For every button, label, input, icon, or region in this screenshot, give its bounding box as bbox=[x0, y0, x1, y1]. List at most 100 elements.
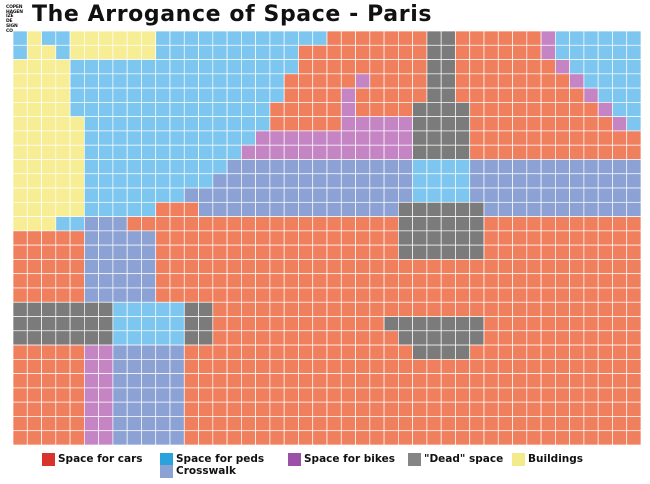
ped-space-cell bbox=[112, 159, 128, 175]
car-space-cell bbox=[626, 301, 641, 317]
car-space-cell bbox=[426, 401, 442, 417]
dead-space-cell bbox=[412, 244, 428, 260]
car-space-cell bbox=[255, 244, 271, 260]
bike-space-cell bbox=[241, 144, 256, 160]
car-space-cell bbox=[455, 59, 471, 75]
bike-space-cell bbox=[369, 144, 385, 160]
car-space-cell bbox=[383, 59, 399, 75]
building-cell bbox=[26, 59, 42, 75]
car-space-cell bbox=[612, 230, 628, 246]
car-space-cell bbox=[583, 373, 599, 389]
car-space-cell bbox=[512, 102, 528, 118]
car-space-cell bbox=[283, 330, 299, 346]
car-space-cell bbox=[13, 287, 28, 303]
car-space-cell bbox=[369, 259, 385, 275]
car-space-cell bbox=[555, 344, 570, 360]
car-space-cell bbox=[41, 373, 57, 389]
dead-space-cell bbox=[469, 316, 485, 332]
car-space-cell bbox=[569, 87, 585, 103]
car-space-cell bbox=[183, 416, 199, 432]
car-space-cell bbox=[526, 373, 542, 389]
car-space-cell bbox=[212, 230, 228, 246]
car-space-cell bbox=[326, 358, 342, 374]
car-space-cell bbox=[398, 44, 413, 60]
crosswalk-cell bbox=[169, 387, 185, 403]
car-space-cell bbox=[440, 301, 456, 317]
car-space-cell bbox=[169, 259, 185, 275]
crosswalk-cell bbox=[555, 159, 570, 175]
crosswalk-cell bbox=[512, 173, 528, 189]
dead-space-cell bbox=[412, 330, 428, 346]
crosswalk-cell bbox=[540, 159, 556, 175]
car-space-cell bbox=[369, 87, 385, 103]
building-cell bbox=[126, 44, 142, 60]
building-cell bbox=[13, 216, 28, 232]
ped-space-cell bbox=[626, 44, 641, 60]
car-space-cell bbox=[526, 330, 542, 346]
car-space-cell bbox=[13, 273, 28, 289]
car-space-cell bbox=[398, 102, 413, 118]
bike-space-cell bbox=[383, 116, 399, 132]
car-space-cell bbox=[626, 216, 641, 232]
crosswalk-cell bbox=[255, 173, 271, 189]
bike-space-cell bbox=[98, 344, 114, 360]
car-space-cell bbox=[597, 344, 613, 360]
car-space-cell bbox=[512, 230, 528, 246]
ped-space-cell bbox=[155, 159, 171, 175]
crosswalk-cell bbox=[112, 230, 128, 246]
car-space-cell bbox=[569, 430, 585, 445]
crosswalk-cell bbox=[626, 187, 641, 203]
copenhagenize-logo: COPEN HAGEN IZE DE SIGN CO bbox=[6, 5, 26, 34]
car-space-cell bbox=[69, 430, 85, 445]
building-cell bbox=[69, 187, 85, 203]
car-space-cell bbox=[483, 259, 499, 275]
crosswalk-cell bbox=[112, 373, 128, 389]
ped-space-cell bbox=[98, 201, 114, 217]
car-space-cell bbox=[283, 216, 299, 232]
car-space-cell bbox=[612, 344, 628, 360]
ped-space-cell bbox=[198, 87, 214, 103]
bike-space-cell bbox=[583, 87, 599, 103]
legend-label-bikes: Space for bikes bbox=[304, 453, 395, 465]
dead-space-cell bbox=[412, 102, 428, 118]
dead-space-cell bbox=[455, 330, 471, 346]
swatch-dead bbox=[408, 453, 421, 466]
ped-space-cell bbox=[155, 102, 171, 118]
car-space-cell bbox=[497, 287, 513, 303]
ped-space-cell bbox=[112, 87, 128, 103]
crosswalk-cell bbox=[112, 387, 128, 403]
ped-space-cell bbox=[555, 44, 570, 60]
car-space-cell bbox=[612, 358, 628, 374]
car-space-cell bbox=[340, 216, 356, 232]
ped-space-cell bbox=[426, 187, 442, 203]
ped-space-cell bbox=[98, 102, 114, 118]
dead-space-cell bbox=[383, 316, 399, 332]
car-space-cell bbox=[69, 401, 85, 417]
ped-space-cell bbox=[169, 44, 185, 60]
building-cell bbox=[41, 130, 57, 146]
car-space-cell bbox=[340, 31, 356, 46]
crosswalk-cell bbox=[512, 159, 528, 175]
ped-space-cell bbox=[283, 44, 299, 60]
car-space-cell bbox=[269, 330, 285, 346]
car-space-cell bbox=[512, 287, 528, 303]
building-cell bbox=[13, 102, 28, 118]
logo-line: HAGEN bbox=[6, 9, 23, 15]
crosswalk-cell bbox=[540, 173, 556, 189]
bike-space-cell bbox=[84, 358, 99, 374]
car-space-cell bbox=[526, 230, 542, 246]
car-space-cell bbox=[555, 244, 570, 260]
dead-space-cell bbox=[426, 201, 442, 217]
ped-space-cell bbox=[198, 130, 214, 146]
crosswalk-cell bbox=[555, 201, 570, 217]
ped-space-cell bbox=[84, 116, 99, 132]
building-cell bbox=[41, 116, 57, 132]
ped-space-cell bbox=[155, 44, 171, 60]
car-space-cell bbox=[497, 130, 513, 146]
crosswalk-cell bbox=[112, 430, 128, 445]
ped-space-cell bbox=[141, 116, 157, 132]
ped-space-cell bbox=[198, 173, 214, 189]
car-space-cell bbox=[612, 144, 628, 160]
car-space-cell bbox=[298, 73, 314, 89]
car-space-cell bbox=[326, 44, 342, 60]
